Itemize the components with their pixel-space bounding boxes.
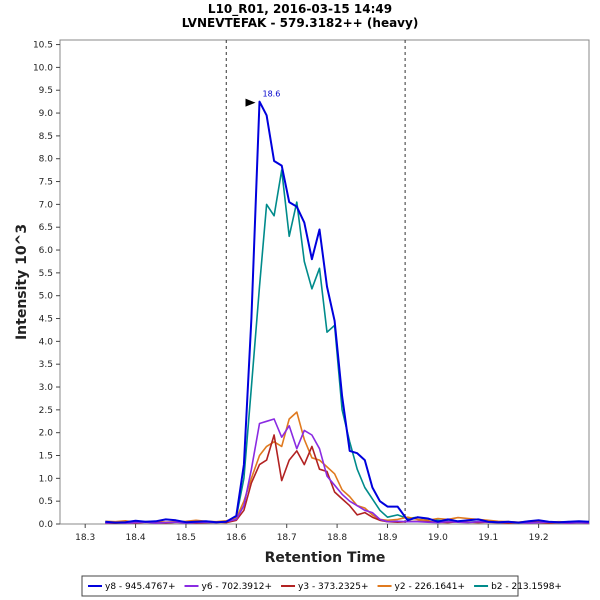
x-tick-label: 18.6 <box>226 533 246 543</box>
peak-annotation-label: 18.6 <box>263 90 281 99</box>
x-tick-label: 19.1 <box>478 533 498 543</box>
x-tick-label: 18.8 <box>327 533 347 543</box>
y-tick-label: 0.5 <box>39 497 53 507</box>
peak-arrow-icon <box>245 98 256 107</box>
x-tick-label: 18.3 <box>75 533 95 543</box>
y-tick-label: 8.5 <box>39 132 53 142</box>
y-tick-label: 7.5 <box>39 178 53 188</box>
y-tick-label: 7.0 <box>39 200 54 210</box>
y-tick-label: 5.0 <box>39 292 54 302</box>
y-tick-label: 2.5 <box>39 406 53 416</box>
legend-entry: b2 - 213.1598+ <box>491 582 562 592</box>
y-tick-label: 4.5 <box>39 315 53 325</box>
x-tick-label: 19.0 <box>428 533 448 543</box>
y-tick-label: 5.5 <box>39 269 53 279</box>
x-tick-label: 18.7 <box>277 533 297 543</box>
x-tick-label: 18.9 <box>377 533 397 543</box>
y-tick-label: 8.0 <box>39 155 54 165</box>
y-tick-label: 3.0 <box>39 383 54 393</box>
y-tick-label: 9.5 <box>39 86 53 96</box>
y-tick-label: 9.0 <box>39 109 54 119</box>
y-tick-label: 1.0 <box>39 474 54 484</box>
x-tick-label: 18.5 <box>176 533 196 543</box>
y-tick-label: 3.5 <box>39 360 53 370</box>
y-tick-label: 0.0 <box>39 520 54 530</box>
legend-entry: y2 - 226.1641+ <box>395 582 466 592</box>
chart-title: L10_R01, 2016-03-15 14:49 <box>208 2 392 17</box>
x-tick-label: 18.4 <box>126 533 146 543</box>
y-tick-label: 2.0 <box>39 429 54 439</box>
y-tick-label: 4.0 <box>39 337 54 347</box>
legend-entry: y6 - 702.3912+ <box>202 582 273 592</box>
legend-entry: y8 - 945.4767+ <box>105 582 176 592</box>
legend-box <box>81 575 519 597</box>
chart-subtitle: LVNEVTEFAK - 579.3182++ (heavy) <box>182 16 419 30</box>
legend-entry: y3 - 373.2325+ <box>298 582 369 592</box>
y-tick-label: 6.0 <box>39 246 54 256</box>
y-tick-label: 10.0 <box>33 63 53 73</box>
y-tick-label: 1.5 <box>39 452 53 462</box>
series-line <box>105 100 590 524</box>
y-axis-label: Intensity 10^3 <box>14 224 30 340</box>
x-axis-label: Retention Time <box>265 550 386 566</box>
x-tick-label: 19.2 <box>529 533 549 543</box>
y-tick-label: 10.5 <box>33 41 53 51</box>
y-tick-label: 6.5 <box>39 223 53 233</box>
plot-area <box>59 39 590 525</box>
